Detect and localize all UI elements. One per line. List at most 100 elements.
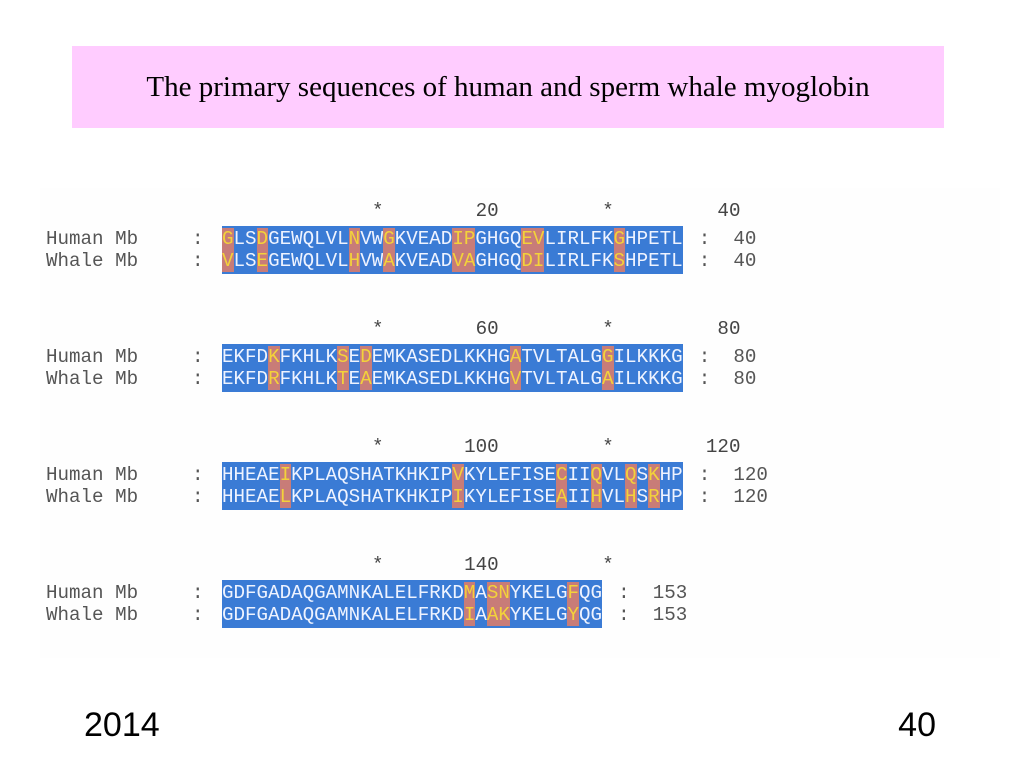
alignment-block: * 100 * 120 Human Mb:: 120 Whale Mb:: 120 H…	[40, 436, 1000, 546]
residue: H	[659, 486, 672, 508]
residue: F	[509, 486, 522, 508]
residue: N	[348, 604, 361, 626]
residue: P	[671, 486, 683, 508]
residue: M	[463, 582, 476, 604]
residue: A	[429, 250, 441, 272]
residue: D	[440, 368, 453, 390]
residue: K	[394, 368, 407, 390]
alignment-block: * 140 * Human Mb:: 153 Whale Mb:: 153 GDFGA…	[40, 554, 1000, 664]
residue: Q	[590, 464, 603, 486]
residue: E	[222, 346, 234, 368]
residue: G	[222, 228, 234, 250]
residue: L	[544, 228, 556, 250]
residue: V	[602, 486, 614, 508]
residue-count: : 80	[698, 346, 757, 368]
residue: K	[417, 486, 430, 508]
residue: K	[648, 368, 660, 390]
sequence-row: GDFGADAQGAMNKALELFRKDMASNYKELGFQG	[222, 582, 602, 604]
residue: K	[659, 346, 672, 368]
residue: F	[245, 582, 257, 604]
residue: A	[325, 582, 338, 604]
residue: D	[440, 228, 453, 250]
residue: G	[268, 250, 280, 272]
sequence-alignment-figure: * 20 * 40 Human Mb:: 40 Whale Mb:: 40 GLSDG…	[40, 188, 1000, 658]
label-separator: :	[192, 582, 204, 604]
residue: K	[636, 346, 649, 368]
residue: K	[360, 604, 372, 626]
residue: F	[567, 582, 579, 604]
sequence-highlight: HHEAEIKPLAQSHATKHKIPVKYLEFISECIIQVLQSKHP…	[222, 462, 683, 510]
residue: E	[222, 368, 234, 390]
residue: S	[348, 486, 361, 508]
residue: A	[475, 604, 487, 626]
residue: K	[440, 582, 453, 604]
residue: T	[383, 486, 395, 508]
residue: L	[383, 604, 395, 626]
residue: Q	[302, 582, 315, 604]
residue: V	[452, 464, 464, 486]
residue: L	[486, 486, 499, 508]
residue: K	[463, 464, 476, 486]
residue-count: : 40	[698, 250, 757, 272]
residue: F	[245, 368, 257, 390]
residue: M	[383, 368, 395, 390]
residue: A	[406, 368, 418, 390]
residue: L	[613, 486, 626, 508]
sequence-row: EKFDRFKHLKTEAEMKASEDLKKHGVTVLTALGAILKKKG	[222, 368, 683, 390]
label-separator: :	[192, 228, 204, 250]
residue: R	[648, 486, 660, 508]
residue: G	[590, 582, 603, 604]
residue: K	[659, 368, 672, 390]
residue: E	[371, 368, 384, 390]
species-label: Whale Mb	[46, 486, 139, 508]
residue: G	[475, 228, 487, 250]
residue: I	[613, 368, 626, 390]
residue: E	[371, 346, 384, 368]
residue-count: : 153	[618, 582, 688, 604]
residue: G	[590, 346, 603, 368]
residue: V	[222, 250, 234, 272]
residue: E	[394, 604, 407, 626]
residue: W	[371, 250, 384, 272]
residue: Q	[302, 604, 315, 626]
residue: A	[371, 486, 384, 508]
residue: K	[394, 486, 407, 508]
residue: F	[245, 604, 257, 626]
residue: H	[590, 486, 603, 508]
residue: K	[602, 228, 614, 250]
residue: V	[602, 464, 614, 486]
residue: E	[417, 250, 430, 272]
residue: I	[521, 486, 533, 508]
sequence-row: GLSDGEWQLVLNVWGKVEADIPGHGQEVLIRLFKGHPETL	[222, 228, 683, 250]
residue: E	[256, 250, 269, 272]
sequence-row: GDFGADAQGAMNKALELFRKDIAAKYKELGYQG	[222, 604, 602, 626]
residue: L	[314, 228, 326, 250]
residue: G	[498, 228, 510, 250]
residue: K	[325, 368, 338, 390]
position-ruler: * 20 * 40	[372, 200, 741, 222]
residue: D	[360, 346, 372, 368]
residue: A	[256, 486, 269, 508]
residue: T	[659, 228, 672, 250]
sequence-row: EKFDKFKHLKSEDEMKASEDLKKHGATVLTALGGILKKKG	[222, 346, 683, 368]
residue: G	[590, 368, 603, 390]
residue: H	[486, 250, 499, 272]
residue: L	[337, 250, 349, 272]
residue: Q	[509, 228, 522, 250]
residue: K	[521, 604, 533, 626]
species-label: Whale Mb	[46, 250, 139, 272]
slide-number: 40	[898, 706, 936, 744]
sequence-row: HHEAEIKPLAQSHATKHKIPVKYLEFISECIIQVLQSKHP	[222, 464, 683, 486]
residue: S	[245, 228, 257, 250]
residue: I	[555, 228, 568, 250]
residue: A	[371, 604, 384, 626]
residue: V	[532, 368, 545, 390]
residue: L	[578, 250, 591, 272]
residue: V	[325, 228, 338, 250]
residue: Q	[337, 464, 349, 486]
residue: L	[314, 464, 326, 486]
residue: L	[314, 250, 326, 272]
sequence-highlight: GLSDGEWQLVLNVWGKVEADIPGHGQEVLIRLFKGHPETL…	[222, 226, 683, 274]
residue: Q	[625, 464, 637, 486]
residue: A	[406, 346, 418, 368]
